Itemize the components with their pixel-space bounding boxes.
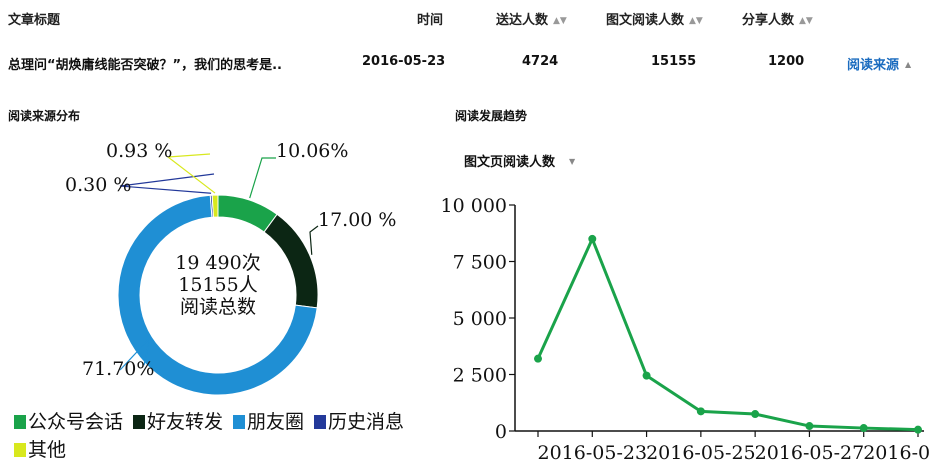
reads-count: 15155 xyxy=(651,54,697,69)
legend-item-2[interactable]: 好友转发 xyxy=(133,408,223,436)
trend-section-title: 阅读发展趋势 xyxy=(455,109,528,123)
legend-swatch xyxy=(314,415,327,429)
article-date: 2016-05-23 xyxy=(362,54,446,69)
delivered-count: 4724 xyxy=(522,54,559,69)
col-header-reads[interactable]: 图文阅读人数 ▲▼ xyxy=(606,9,703,28)
metric-selector[interactable]: 图文页阅读人数 ▼ xyxy=(464,151,575,170)
y-tick-label: 5 000 xyxy=(453,308,507,330)
col-header-delivered[interactable]: 送达人数 ▲▼ xyxy=(496,9,567,28)
pie-slice-label-3: 71.70% xyxy=(82,358,154,380)
legend-label: 朋友圈 xyxy=(247,411,305,433)
sort-icon[interactable]: ▲▼ xyxy=(799,16,813,26)
y-tick-label: 2 500 xyxy=(453,365,507,387)
legend-swatch xyxy=(233,415,246,429)
legend-label: 公众号会话 xyxy=(28,411,124,433)
legend-label: 好友转发 xyxy=(147,411,224,433)
read-source-link[interactable]: 阅读来源 ▲ xyxy=(847,54,911,73)
legend-label: 其他 xyxy=(28,439,67,461)
x-tick-label: 2016-05-27 xyxy=(755,442,865,464)
shares-count: 1200 xyxy=(768,54,805,69)
pie-legend: 公众号会话 好友转发 朋友圈 历史消息其他 xyxy=(14,408,454,464)
pie-leader-line-4 xyxy=(119,173,215,194)
chevron-down-icon[interactable]: ▼ xyxy=(569,157,576,166)
pie-slice-3 xyxy=(117,194,318,396)
col-header-title: 文章标题 xyxy=(8,13,61,28)
donut-center-text-2: 15155人 xyxy=(178,274,257,296)
col-header-date: 时间 xyxy=(417,13,444,28)
data-point xyxy=(534,354,542,363)
col-header-delivered-label: 送达人数 xyxy=(496,13,549,28)
legend-label: 历史消息 xyxy=(328,411,405,433)
article-title[interactable]: 总理问“胡焕庸线能否突破？”，我们的思考是.. xyxy=(8,58,282,73)
donut-center-text-1: 19 490次 xyxy=(175,252,260,274)
read-source-label: 阅读来源 xyxy=(847,58,900,73)
legend-item-1[interactable]: 公众号会话 xyxy=(14,408,123,436)
pie-slice-5 xyxy=(211,194,219,218)
donut-center-text-3: 阅读总数 xyxy=(180,296,256,318)
pie-leader-line-3 xyxy=(119,335,152,371)
pie-slice-label-5: 0.93 % xyxy=(106,140,172,162)
sort-icon[interactable]: ▲▼ xyxy=(553,16,567,26)
y-tick-label: 7 500 xyxy=(453,252,507,274)
data-point xyxy=(914,425,922,434)
data-point xyxy=(642,371,651,380)
pie-slice-label-2: 17.00 % xyxy=(318,209,397,231)
metric-selector-label: 图文页阅读人数 xyxy=(464,155,556,170)
series-line xyxy=(536,235,919,432)
sort-icon[interactable]: ▲▼ xyxy=(689,16,703,26)
x-tick-label: 2016-05-29 xyxy=(863,442,930,464)
pie-leader-line-2 xyxy=(309,225,319,255)
data-point xyxy=(588,234,597,243)
legend-item-5[interactable]: 其他 xyxy=(14,436,66,464)
col-header-reads-label: 图文阅读人数 xyxy=(606,13,685,28)
pie-leader-line-5 xyxy=(166,153,216,194)
pie-slice-label-1: 10.06% xyxy=(276,140,348,162)
data-point xyxy=(696,407,705,416)
col-header-shares-label: 分享人数 xyxy=(742,13,795,28)
legend-swatch xyxy=(14,415,26,429)
data-point xyxy=(859,424,868,433)
data-point xyxy=(751,410,760,419)
pie-slice-2 xyxy=(263,213,319,309)
pie-leader-line-1 xyxy=(249,157,276,199)
caret-up-icon: ▲ xyxy=(905,60,912,69)
col-header-shares[interactable]: 分享人数 ▲▼ xyxy=(742,9,813,28)
y-tick-label: 0 xyxy=(495,421,507,443)
x-tick-label: 2016-05-25 xyxy=(646,442,756,464)
y-tick-label: 10 000 xyxy=(441,195,507,217)
legend-item-4[interactable]: 历史消息 xyxy=(314,408,404,436)
legend-swatch xyxy=(133,415,146,429)
x-tick-label: 2016-05-23 xyxy=(538,442,648,464)
pie-section-title: 阅读来源分布 xyxy=(8,109,81,123)
pie-slice-label-4: 0.30 % xyxy=(65,174,131,196)
data-point xyxy=(805,422,814,431)
legend-swatch xyxy=(14,443,26,457)
legend-item-3[interactable]: 朋友圈 xyxy=(233,408,304,436)
